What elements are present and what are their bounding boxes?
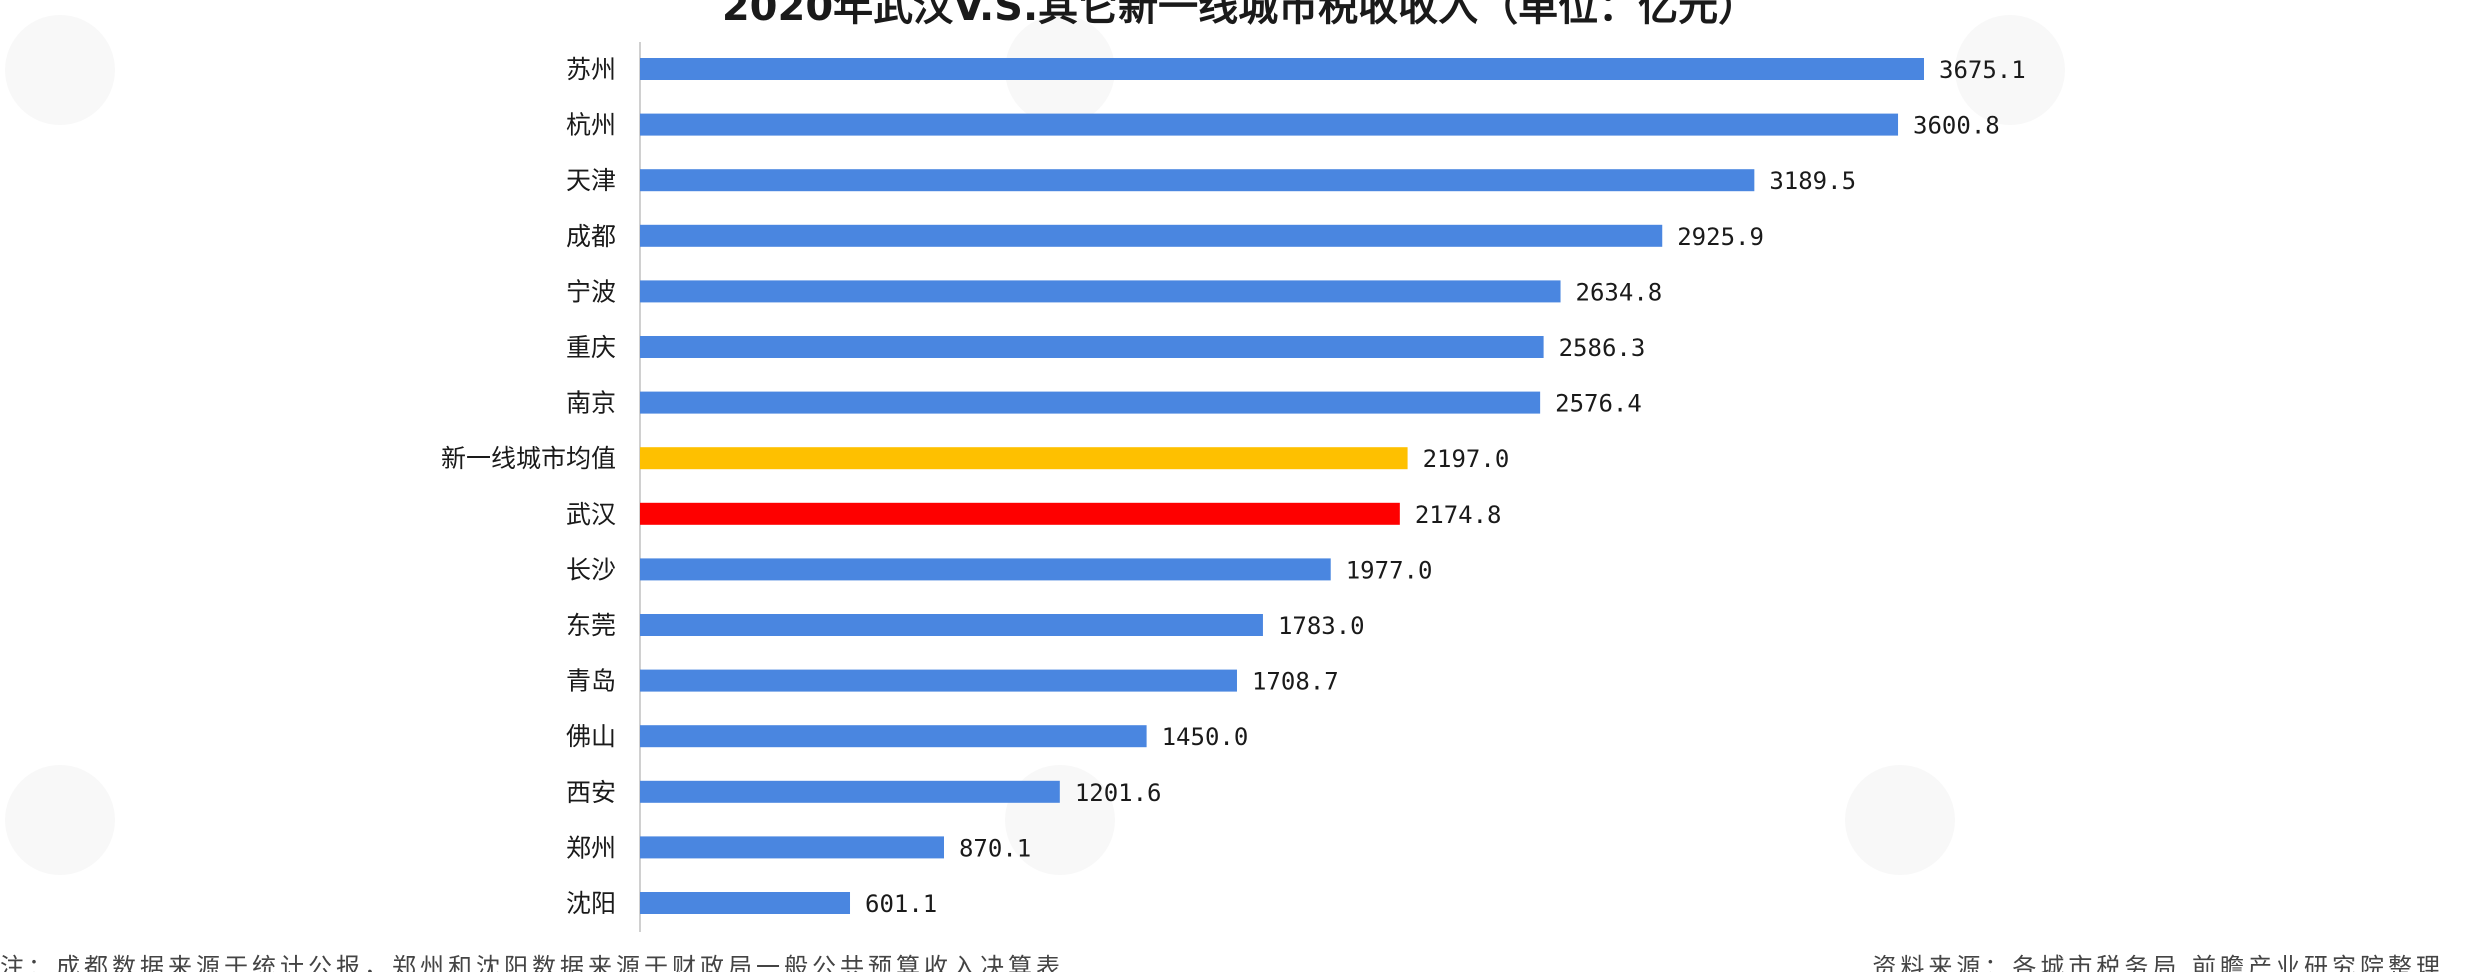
value-label: 2576.4 bbox=[1555, 390, 1642, 418]
bar bbox=[640, 669, 1237, 692]
bar bbox=[640, 224, 1663, 247]
category-label: 东莞 bbox=[566, 611, 616, 640]
bar bbox=[640, 892, 851, 914]
value-label: 1201.6 bbox=[1075, 779, 1162, 807]
category-label: 郑州 bbox=[566, 833, 616, 862]
category-label: 重庆 bbox=[566, 333, 616, 362]
category-label: 成都 bbox=[566, 222, 616, 251]
watermark-layer bbox=[5, 15, 2065, 875]
value-label: 1708.7 bbox=[1252, 668, 1339, 696]
category-label: 沈阳 bbox=[566, 889, 616, 918]
footer-source: 资料来源：各城市税务局 前瞻产业研究院整理 bbox=[1872, 953, 2444, 972]
value-label: 2174.8 bbox=[1415, 501, 1502, 529]
category-label: 杭州 bbox=[566, 111, 616, 140]
bar-series: 苏州 3675.1 杭州 3600.8 天津 3189.5 成都 2925.9 宁波 2634.8… bbox=[441, 55, 2026, 918]
category-label: 西安 bbox=[566, 778, 616, 807]
bar bbox=[640, 280, 1561, 303]
category-label: 青岛 bbox=[566, 667, 616, 696]
bar bbox=[640, 558, 1331, 581]
bar bbox=[640, 58, 1924, 80]
value-label: 1450.0 bbox=[1162, 723, 1249, 751]
bar bbox=[640, 614, 1263, 636]
value-label: 870.1 bbox=[959, 834, 1031, 862]
category-label: 佛山 bbox=[566, 722, 616, 751]
chart-title: 2020年武汉V.S.其它新一线城市税收收入（单位：亿元） bbox=[722, 0, 1758, 30]
value-label: 3189.5 bbox=[1769, 167, 1856, 195]
value-label: 1977.0 bbox=[1346, 556, 1433, 584]
value-label: 2586.3 bbox=[1559, 334, 1646, 362]
footer-note: 注：成都数据来源于统计公报，郑州和沈阳数据来源于财政局一般公共预算收入决算表 bbox=[0, 953, 1064, 972]
bar bbox=[640, 447, 1408, 470]
category-label: 苏州 bbox=[566, 55, 616, 84]
watermark-logo bbox=[1955, 15, 2065, 125]
value-label: 3675.1 bbox=[1939, 56, 2026, 84]
category-label: 长沙 bbox=[566, 555, 616, 584]
bar bbox=[640, 113, 1899, 136]
bar bbox=[640, 725, 1147, 748]
value-label: 2197.0 bbox=[1423, 445, 1510, 473]
bar bbox=[640, 836, 944, 859]
bar bbox=[640, 169, 1755, 192]
category-label: 宁波 bbox=[566, 277, 616, 306]
watermark-logo bbox=[5, 765, 115, 875]
value-label: 1783.0 bbox=[1278, 612, 1365, 640]
value-label: 2634.8 bbox=[1576, 278, 1663, 306]
bar bbox=[640, 391, 1541, 414]
value-label: 2925.9 bbox=[1677, 223, 1764, 251]
category-label: 武汉 bbox=[566, 500, 616, 529]
category-label: 南京 bbox=[566, 389, 616, 418]
value-label: 3600.8 bbox=[1913, 112, 2000, 140]
value-label: 601.1 bbox=[865, 890, 937, 918]
bar bbox=[640, 502, 1400, 525]
bar bbox=[640, 780, 1060, 803]
category-label: 天津 bbox=[566, 166, 616, 195]
watermark-logo bbox=[1845, 765, 1955, 875]
bar bbox=[640, 336, 1544, 358]
watermark-logo bbox=[5, 15, 115, 125]
category-label: 新一线城市均值 bbox=[441, 444, 616, 473]
